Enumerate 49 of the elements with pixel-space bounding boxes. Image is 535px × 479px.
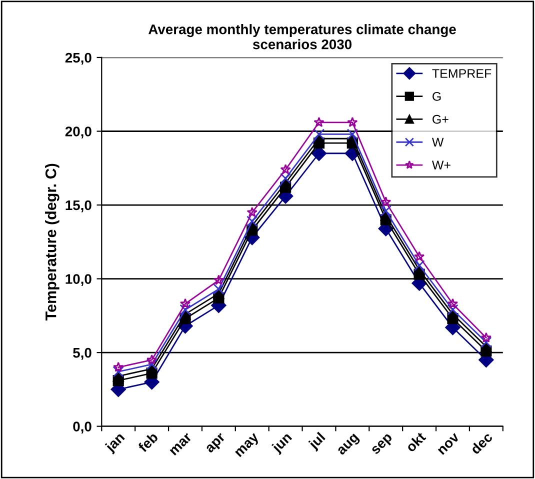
point [280,172,292,184]
x-tick-label: jan [104,432,127,455]
point [246,206,258,218]
point [213,284,224,295]
y-axis-title: Temperature (degr. C) [45,164,60,321]
point [280,164,291,174]
legend-label: G+ [432,114,448,124]
point [313,128,325,140]
x-tick-label: nov [438,432,460,456]
point [146,363,158,374]
legend-label: W [432,138,444,146]
y-tick-label: 5,0 [73,348,92,360]
point [447,298,458,308]
y-tick-label: 25,0 [65,52,92,65]
x-tick-label: feb [137,431,159,453]
point [480,332,492,342]
x-tick-label: dec [470,431,494,455]
x-tick-label: apr [206,433,228,456]
point [146,354,158,365]
point [346,128,358,140]
x-tick-label: mar [170,433,192,456]
point [314,116,324,128]
x-tick-label: okt [404,431,426,453]
point [180,304,191,316]
y-tick-label: 0,0 [73,422,92,434]
legend-label: W+ [432,160,450,170]
point [380,205,392,216]
point [380,196,392,207]
point [447,304,458,316]
point [113,362,124,372]
point [246,216,258,227]
point [414,251,425,262]
point [112,366,124,378]
x-tick-label: sep [371,433,395,457]
point [213,274,224,285]
point [414,260,425,272]
point [180,298,191,308]
x-tick-label: jul [307,432,328,452]
point [347,116,358,128]
y-tick-label: 15,0 [66,200,92,212]
point [480,336,492,348]
y-tick-label: 20,0 [65,126,92,138]
y-tick-label: 10,0 [66,274,92,286]
legend-label: TEMPREF [432,69,492,78]
x-tick-label: jun [270,432,294,456]
chart-title: Average monthly temperatures climate change scenarios 2030 [148,24,456,50]
point [146,358,158,370]
x-tick-label: aug [337,433,361,458]
legend-label: G [432,92,441,101]
